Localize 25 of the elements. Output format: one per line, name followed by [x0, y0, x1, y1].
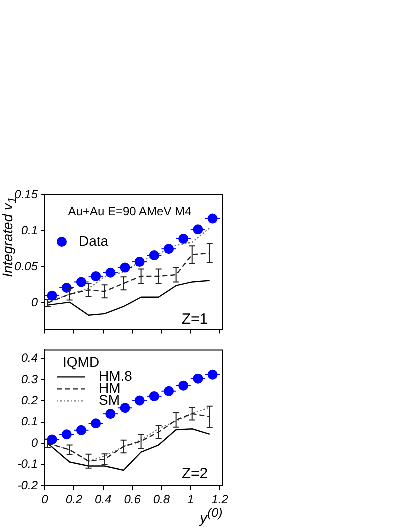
y-tick-label: 0.3 [21, 372, 38, 386]
x-tick-label: 0.2 [66, 492, 83, 507]
x-tick-label: 0.4 [95, 492, 112, 507]
x-tick-label: 0.6 [124, 492, 142, 507]
annotation: Z=2 [182, 465, 208, 482]
line-series [47, 228, 210, 304]
x-axis-title: y$^{(0)}$ [200, 506, 223, 527]
legend-title: IQMD [63, 354, 100, 370]
y-tick-label: 0.1 [21, 223, 38, 238]
y-tick-label: 0.05 [14, 259, 38, 274]
y-tick-label: 0 [31, 295, 38, 310]
annotation: Z=1 [182, 311, 208, 328]
y-tick-label: 0.2 [21, 393, 38, 408]
x-tick-label: 1 [188, 492, 194, 507]
x-tick-label: 1.2 [212, 492, 229, 507]
x-tick-label: 0.8 [153, 492, 170, 507]
y-tick-label: 0.1 [21, 414, 38, 429]
y-tick-label: -0.2 [17, 478, 38, 492]
x-tick-label: 0 [42, 492, 49, 507]
legend-label: Data [79, 232, 109, 249]
y-tick-label: 0.15 [14, 187, 38, 202]
annotation: Au+Au E=90 AMeV M4 [68, 204, 192, 218]
y-tick-label: 0.4 [21, 351, 38, 366]
y-tick-label: 0 [31, 436, 38, 450]
y-tick-label: -0.1 [17, 457, 38, 472]
